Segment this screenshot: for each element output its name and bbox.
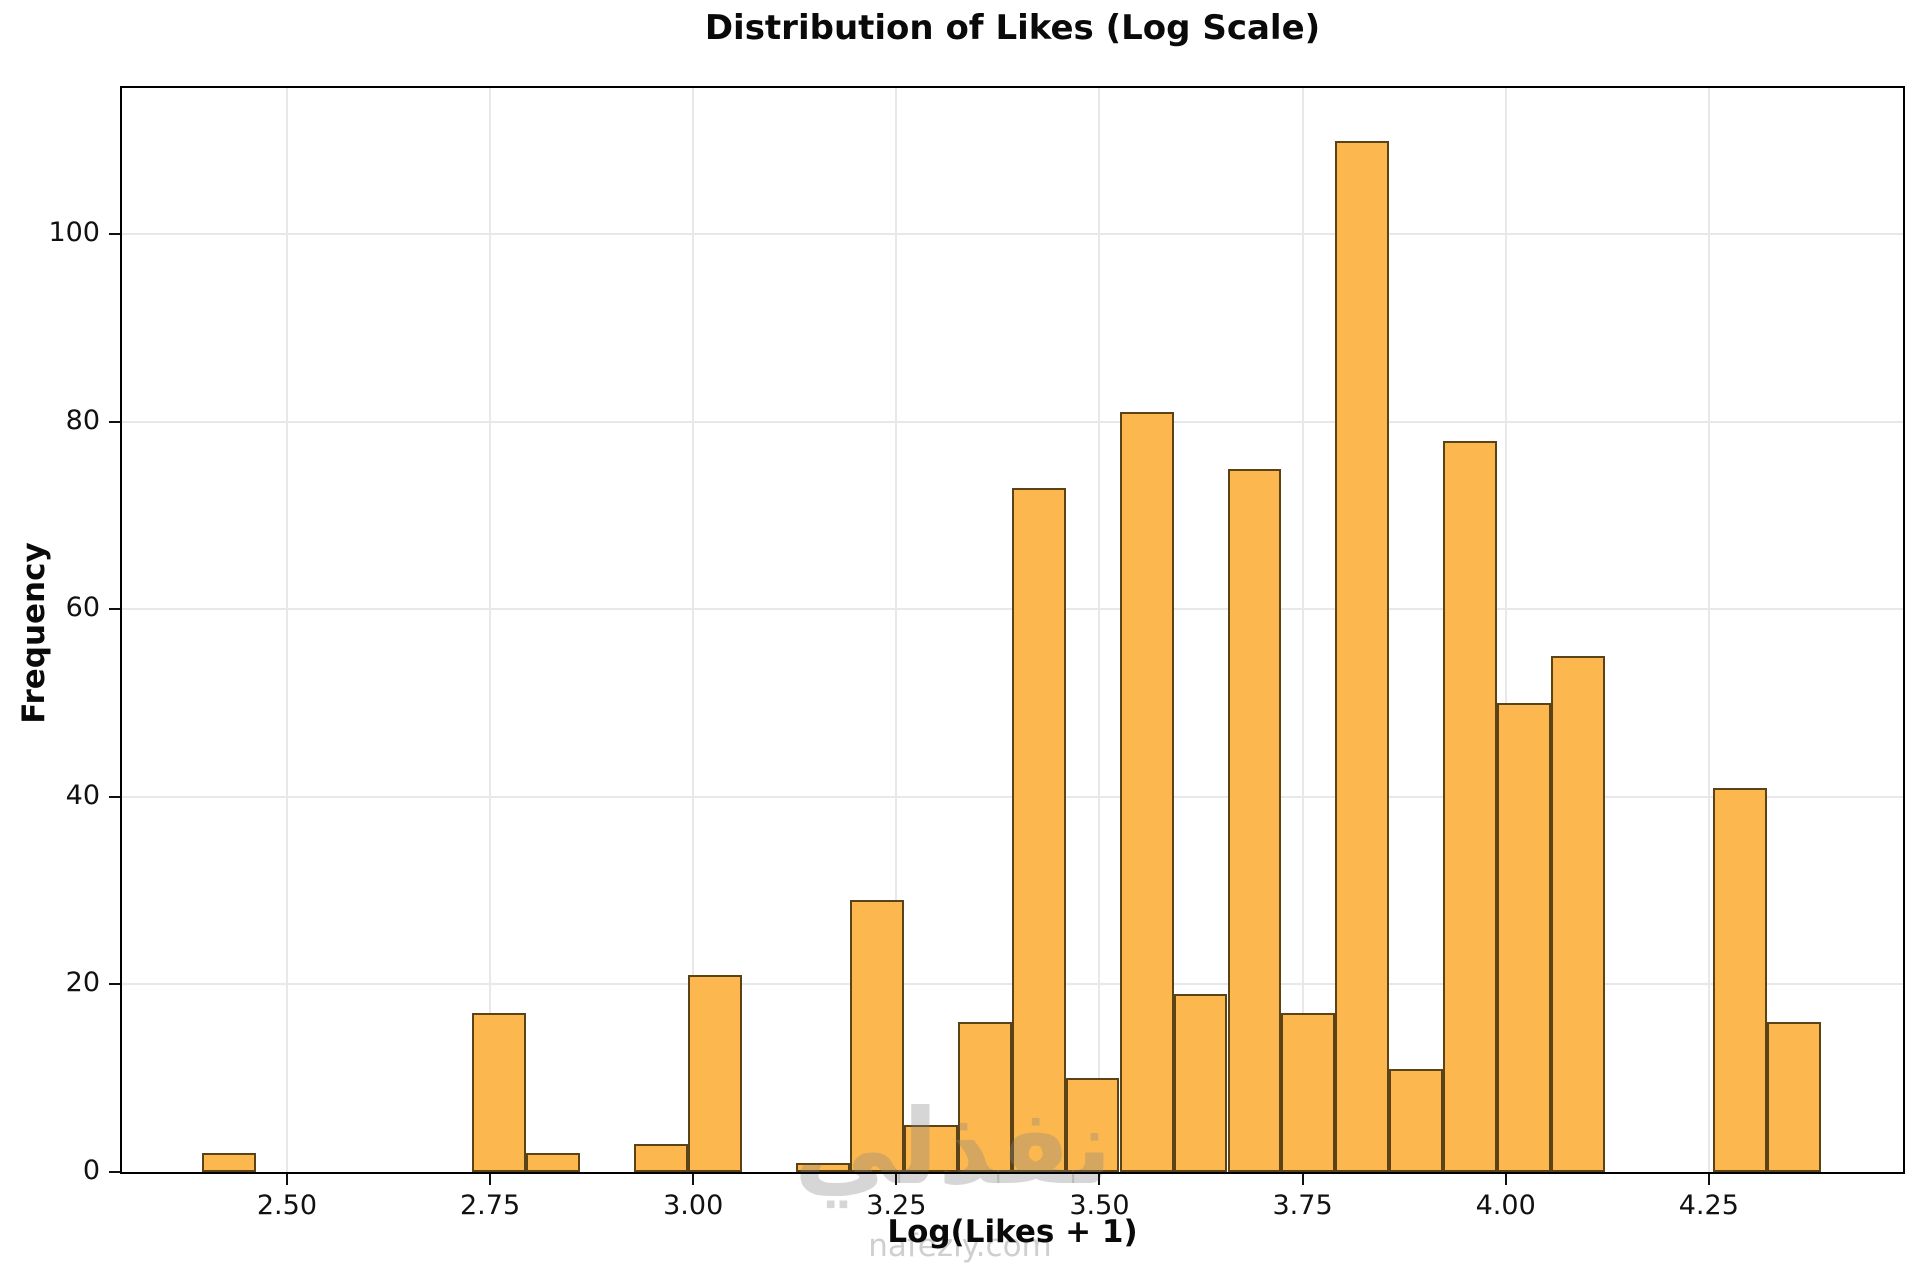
y-gridline (122, 233, 1903, 236)
x-tick-label: 3.75 (1272, 1190, 1333, 1221)
histogram-bar (795, 1162, 850, 1172)
histogram-bar (1443, 440, 1498, 1172)
histogram-bar (1713, 787, 1767, 1172)
y-tick-mark (109, 1171, 120, 1173)
x-axis-label: Log(Likes + 1) (887, 1214, 1138, 1250)
y-gridline (122, 420, 1903, 423)
histogram-bar (1011, 487, 1066, 1172)
x-tick-mark (1707, 1174, 1710, 1185)
x-gridline (1707, 88, 1710, 1172)
histogram-bar (1389, 1068, 1444, 1172)
x-gridline (895, 88, 898, 1172)
plot-area (122, 88, 1903, 1172)
y-tick-mark (109, 795, 120, 798)
histogram-bar (1497, 703, 1552, 1172)
x-tick-label: 3.00 (663, 1190, 724, 1221)
x-gridline (285, 88, 288, 1172)
histogram-bar (1119, 412, 1174, 1172)
x-tick-label: 3.25 (866, 1190, 927, 1221)
y-tick-label: 0 (82, 1155, 100, 1186)
histogram-bar (634, 1143, 688, 1172)
x-tick-label: 4.00 (1475, 1190, 1536, 1221)
y-tick-label: 20 (65, 967, 100, 999)
x-tick-mark (895, 1174, 898, 1185)
histogram-bar (472, 1012, 527, 1172)
y-tick-mark (109, 983, 120, 986)
y-tick-label: 100 (48, 217, 100, 249)
x-gridline (1098, 88, 1101, 1172)
x-gridline (1301, 88, 1304, 1172)
histogram-bar (526, 1153, 580, 1172)
histogram-bar (903, 1125, 958, 1172)
chart-title: Distribution of Likes (Log Scale) (704, 8, 1321, 48)
histogram-bar (1335, 140, 1390, 1172)
x-tick-mark (692, 1174, 695, 1185)
y-tick-mark (109, 608, 120, 611)
y-tick-label: 60 (65, 592, 100, 624)
histogram-bar (1173, 993, 1228, 1172)
histogram-bar (1551, 656, 1606, 1172)
watermark-domain-text: nafezly.com (868, 1228, 1052, 1264)
histogram-bar (1065, 1078, 1120, 1172)
x-tick-label: 2.75 (460, 1190, 521, 1221)
x-tick-mark (1504, 1174, 1507, 1185)
x-tick-label: 3.50 (1069, 1190, 1130, 1221)
x-tick-mark (489, 1174, 492, 1185)
x-gridline (1504, 88, 1507, 1172)
y-tick-label: 40 (65, 779, 100, 811)
histogram-bar (1281, 1012, 1336, 1172)
histogram-bar (688, 975, 742, 1172)
y-tick-mark (109, 420, 120, 423)
x-tick-label: 2.50 (256, 1190, 317, 1221)
y-tick-label: 80 (65, 404, 100, 436)
x-gridline (489, 88, 492, 1172)
x-tick-mark (1098, 1174, 1101, 1185)
watermark-arabic-text: نفذلي (793, 1086, 1113, 1208)
histogram-bar (1767, 1022, 1821, 1172)
x-tick-mark (285, 1174, 288, 1185)
y-axis-label: Frequency (16, 542, 52, 724)
histogram-bar (849, 900, 904, 1172)
histogram-bar (202, 1153, 257, 1172)
histogram-bar (1227, 468, 1282, 1172)
x-gridline (692, 88, 695, 1172)
y-tick-mark (109, 233, 120, 236)
x-tick-label: 4.25 (1678, 1190, 1739, 1221)
histogram-bar (957, 1022, 1012, 1172)
x-tick-mark (1301, 1174, 1304, 1185)
